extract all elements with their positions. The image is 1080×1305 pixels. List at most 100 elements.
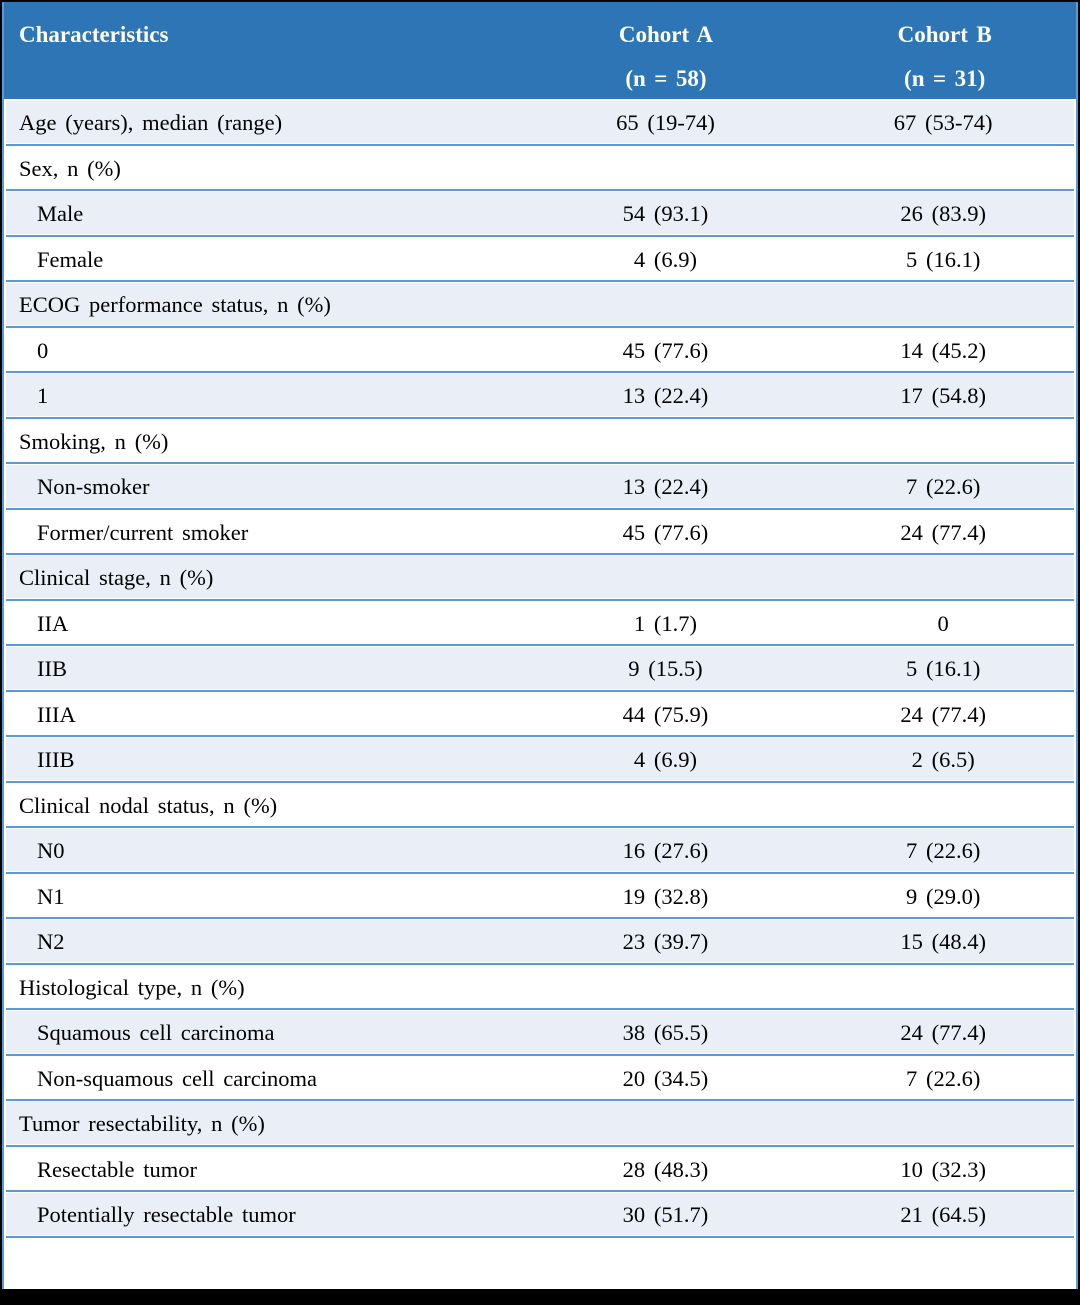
cohort-a-value: 45 (77.6) [622,337,709,363]
row-label: IIIA [37,701,76,727]
cohort-b-value: 10 (32.3) [900,1156,986,1182]
cohort-b-value: 26 (83.9) [900,201,986,226]
table-row: ECOG performance status, n (%) [6,283,1074,328]
cohort-a-value: 1 (1.7) [633,610,698,636]
cohort-a-value: 19 (32.8) [622,883,709,909]
row-label: Age (years), median (range) [19,110,283,135]
cohort-a-value [519,966,813,1009]
row-label: IIA [37,610,69,636]
cohort-b-value [812,147,1074,190]
cohort-a-value [519,556,813,599]
row-label: IIIB [37,747,75,772]
row-label: Smoking, n (%) [19,428,169,454]
cohort-a-value: 13 (22.4) [622,383,709,408]
table-row: N0 16 (27.6) 7 (22.6) [6,829,1074,874]
cohort-b-value: 2 (6.5) [911,747,975,772]
table-row: IIIB 4 (6.9) 2 (6.5) [6,738,1074,783]
row-label: Non-squamous cell carcinoma [37,1065,317,1091]
row-label: Squamous cell carcinoma [37,1020,275,1045]
cohort-a-value [519,1102,813,1145]
table-row: Clinical stage, n (%) [6,556,1074,601]
cohort-a-value: 23 (39.7) [622,929,709,954]
row-label: N0 [37,838,65,863]
row-label: Female [37,246,104,272]
table-row: Clinical nodal status, n (%) [6,783,1074,828]
cohort-b-value: 7 (22.6) [905,838,981,863]
cohort-b-value: 7 (22.6) [905,474,981,499]
table-row: IIA 1 (1.7) 0 [6,601,1074,646]
header-cohort-a-name: Cohort A [618,22,713,47]
cohort-a-value: 20 (34.5) [622,1065,709,1091]
table-row: Non-squamous cell carcinoma 20 (34.5) 7 … [6,1056,1074,1101]
cohort-b-value [812,420,1074,463]
cohort-b-value: 7 (22.6) [905,1065,981,1091]
table-row: Smoking, n (%) [6,419,1074,464]
cohort-a-value [519,283,813,326]
cohort-a-value: 45 (77.6) [622,519,709,545]
table-row: 0 45 (77.6) 14 (45.2) [6,328,1074,373]
table-row: Sex, n (%) [6,146,1074,191]
row-label: Sex, n (%) [19,155,121,181]
cohort-b-value: 5 (16.1) [905,656,981,681]
cohort-a-value: 38 (65.5) [622,1020,709,1045]
table-row: Age (years), median (range) 65 (19-74) 6… [6,101,1074,146]
cohort-a-value: 16 (27.6) [622,838,709,863]
table-body: Age (years), median (range) 65 (19-74) 6… [4,101,1076,1238]
table-row: Male 54 (93.1) 26 (83.9) [6,192,1074,237]
cohort-b-value [812,283,1074,326]
cohort-b-value: 21 (64.5) [900,1202,986,1227]
cohort-a-value: 9 (15.5) [628,656,703,681]
row-label: IIB [37,656,67,681]
cohort-a-value [519,784,813,827]
header-cell-characteristics: Characteristics [4,2,519,99]
row-label: ECOG performance status, n (%) [19,292,331,317]
row-label: Histological type, n (%) [19,974,245,1000]
cohort-b-value: 15 (48.4) [900,929,986,954]
row-label: Clinical stage, n (%) [19,565,214,590]
row-label: N2 [37,929,65,954]
cohort-a-value [519,420,813,463]
cohort-b-value: 9 (29.0) [905,883,981,909]
table-row: Potentially resectable tumor 30 (51.7) 2… [6,1193,1074,1238]
row-label: 0 [37,337,49,363]
table-header-row: Characteristics Cohort A (n = 58) Cohort… [4,2,1076,99]
row-label: Resectable tumor [37,1156,197,1182]
cohort-a-value: 13 (22.4) [622,474,709,499]
cohort-b-value: 24 (77.4) [900,1020,986,1045]
table-row: Non-smoker 13 (22.4) 7 (22.6) [6,465,1074,510]
cohort-b-value: 14 (45.2) [900,337,986,363]
table-row: Former/current smoker 45 (77.6) 24 (77.4… [6,510,1074,555]
row-label: 1 [37,383,49,408]
cohort-a-value: 65 (19-74) [616,110,715,135]
table-row: IIB 9 (15.5) 5 (16.1) [6,647,1074,692]
table-row: Squamous cell carcinoma 38 (65.5) 24 (77… [6,1011,1074,1056]
cohort-a-value: 30 (51.7) [622,1202,709,1227]
cohort-a-value: 4 (6.9) [633,747,698,772]
cohort-b-value [812,784,1074,827]
cohort-b-value [812,966,1074,1009]
cohort-b-value: 67 (53-74) [893,110,993,135]
cohort-a-value: 54 (93.1) [622,201,709,226]
cohort-b-value [812,556,1074,599]
header-cell-cohort-b: Cohort B (n = 31) [813,2,1076,99]
cohort-a-value: 44 (75.9) [622,701,709,727]
header-cohort-a-n: (n = 58) [625,66,707,91]
cohort-b-value: 5 (16.1) [905,246,981,272]
cohort-b-value: 24 (77.4) [900,701,986,727]
table-row: Female 4 (6.9) 5 (16.1) [6,237,1074,282]
header-cohort-b-n: (n = 31) [904,66,986,91]
row-label: Former/current smoker [37,519,249,545]
cohort-a-value: 28 (48.3) [622,1156,709,1182]
cohort-b-value [812,1102,1074,1145]
table-row: N2 23 (39.7) 15 (48.4) [6,920,1074,965]
row-label: N1 [37,883,65,909]
cohort-a-value [519,147,813,190]
row-label: Potentially resectable tumor [37,1202,296,1227]
row-label: Male [37,201,84,226]
table-row: Tumor resectability, n (%) [6,1102,1074,1147]
row-label: Non-smoker [37,474,150,499]
cohort-b-value: 24 (77.4) [900,519,986,545]
table-row: N1 19 (32.8) 9 (29.0) [6,874,1074,919]
